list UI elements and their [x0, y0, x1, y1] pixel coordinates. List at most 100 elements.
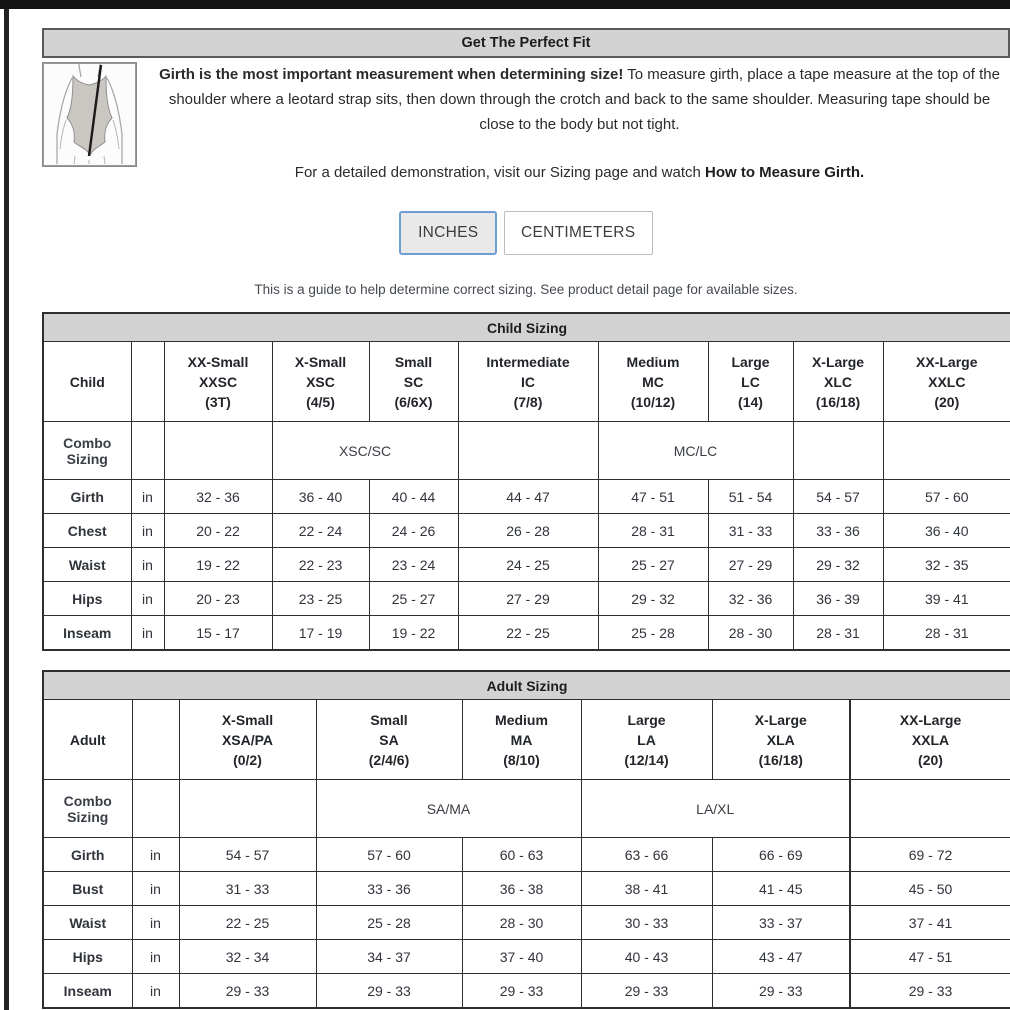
size-column-header: XX-Small XXSC (3T) [163, 341, 273, 422]
combo-sizing-label: Combo Sizing [42, 421, 132, 480]
measurement-label: Girth [42, 479, 132, 514]
size-range-cell: 29 - 33 [178, 973, 317, 1009]
unit-cell: in [130, 513, 165, 548]
size-range-cell: 19 - 22 [368, 615, 459, 651]
child-sizing-table: Child Sizing Child XX-Small XXSC (3T) X-Small… [42, 312, 1010, 651]
unit-toggle-group: INCHES CENTIMETERS [42, 211, 1010, 255]
size-range-cell: 25 - 27 [597, 547, 709, 582]
unit-column-header [131, 699, 180, 780]
size-range-cell: 23 - 24 [368, 547, 459, 582]
unit-cell: in [131, 973, 180, 1009]
size-range-cell: 27 - 29 [457, 581, 599, 616]
size-range-cell: 57 - 60 [315, 837, 463, 872]
intro-paragraph: Girth is the most important measurement … [137, 62, 1010, 185]
unit-cell: in [131, 871, 180, 906]
size-column-header: X-Small XSC (4/5) [271, 341, 370, 422]
sizing-guide-note: This is a guide to help determine correc… [254, 282, 798, 297]
size-range-cell: 24 - 25 [457, 547, 599, 582]
unit-cell: in [130, 547, 165, 582]
girth-measurement-figure-icon [42, 62, 137, 167]
size-range-cell: 22 - 23 [271, 547, 370, 582]
size-range-cell: 36 - 40 [882, 513, 1010, 548]
left-border-strip [4, 9, 9, 1010]
unit-cell: in [131, 905, 180, 940]
size-column-header: Large LA (12/14) [580, 699, 713, 780]
size-range-cell: 28 - 31 [597, 513, 709, 548]
measurement-label: Hips [42, 581, 132, 616]
size-range-cell: 26 - 28 [457, 513, 599, 548]
size-range-cell: 45 - 50 [848, 871, 1010, 906]
adult-table-title: Adult Sizing [41, 670, 1010, 700]
size-range-cell: 36 - 40 [271, 479, 370, 514]
size-range-cell: 25 - 28 [315, 905, 463, 940]
size-range-cell: 60 - 63 [461, 837, 582, 872]
combo-unit-cell [131, 779, 180, 838]
size-range-cell: 36 - 39 [792, 581, 884, 616]
size-range-cell: 57 - 60 [882, 479, 1010, 514]
combo-group-cell [882, 421, 1010, 480]
size-range-cell: 33 - 36 [315, 871, 463, 906]
inches-button[interactable]: INCHES [399, 211, 498, 255]
unit-cell: in [131, 939, 180, 974]
size-column-header: Large LC (14) [707, 341, 794, 422]
unit-cell: in [131, 837, 180, 872]
size-column-header: Small SA (2/4/6) [315, 699, 463, 780]
size-range-cell: 25 - 28 [597, 615, 709, 651]
centimeters-button[interactable]: CENTIMETERS [503, 211, 653, 255]
size-range-cell: 37 - 40 [461, 939, 582, 974]
demo-line: For a detailed demonstration, visit our … [153, 160, 1006, 185]
measurement-label: Girth [42, 837, 133, 872]
unit-cell: in [130, 581, 165, 616]
demo-text: For a detailed demonstration, visit our … [294, 164, 706, 181]
unit-cell: in [130, 479, 165, 514]
size-range-cell: 32 - 34 [178, 939, 317, 974]
size-column-header: X-Small XSA/PA (0/2) [178, 699, 317, 780]
size-range-cell: 20 - 22 [163, 513, 273, 548]
measurement-label: Inseam [42, 973, 133, 1009]
size-range-cell: 29 - 33 [848, 973, 1010, 1009]
size-range-cell: 38 - 41 [580, 871, 713, 906]
combo-group-cell [163, 421, 273, 480]
size-range-cell: 33 - 37 [711, 905, 851, 940]
size-range-cell: 39 - 41 [882, 581, 1010, 616]
size-range-cell: 33 - 36 [792, 513, 884, 548]
size-range-cell: 22 - 24 [271, 513, 370, 548]
unit-cell: in [130, 615, 165, 651]
size-range-cell: 28 - 30 [707, 615, 794, 651]
combo-group-cell: SA/MA [315, 779, 582, 838]
size-column-header: Medium MC (10/12) [597, 341, 709, 422]
size-column-header: Small SC (6/6X) [368, 341, 459, 422]
size-range-cell: 40 - 43 [580, 939, 713, 974]
measurement-label: Inseam [42, 615, 132, 651]
size-range-cell: 41 - 45 [711, 871, 851, 906]
intro-bold-text: Girth is the most important measurement … [159, 66, 624, 83]
size-range-cell: 47 - 51 [597, 479, 709, 514]
size-range-cell: 34 - 37 [315, 939, 463, 974]
size-column-header: XX-Large XXLC (20) [882, 341, 1010, 422]
combo-unit-cell [130, 421, 165, 480]
measurement-label: Chest [42, 513, 132, 548]
combo-group-cell [792, 421, 884, 480]
size-range-cell: 29 - 32 [597, 581, 709, 616]
size-range-cell: 63 - 66 [580, 837, 713, 872]
size-column-header: X-Large XLC (16/18) [792, 341, 884, 422]
combo-group-cell [178, 779, 317, 838]
size-range-cell: 69 - 72 [848, 837, 1010, 872]
size-range-cell: 19 - 22 [163, 547, 273, 582]
measurement-label: Hips [42, 939, 133, 974]
size-column-header: X-Large XLA (16/18) [711, 699, 851, 780]
size-range-cell: 27 - 29 [707, 547, 794, 582]
child-table-title: Child Sizing [42, 312, 1010, 342]
intro-section: Girth is the most important measurement … [42, 62, 1010, 185]
size-range-cell: 54 - 57 [178, 837, 317, 872]
size-range-cell: 44 - 47 [457, 479, 599, 514]
measurement-label: Waist [42, 905, 133, 940]
size-range-cell: 22 - 25 [457, 615, 599, 651]
size-range-cell: 28 - 31 [882, 615, 1010, 651]
size-range-cell: 32 - 35 [882, 547, 1010, 582]
size-range-cell: 32 - 36 [707, 581, 794, 616]
size-range-cell: 30 - 33 [580, 905, 713, 940]
size-range-cell: 54 - 57 [792, 479, 884, 514]
top-border-bar [0, 0, 1010, 9]
combo-group-cell: MC/LC [597, 421, 794, 480]
